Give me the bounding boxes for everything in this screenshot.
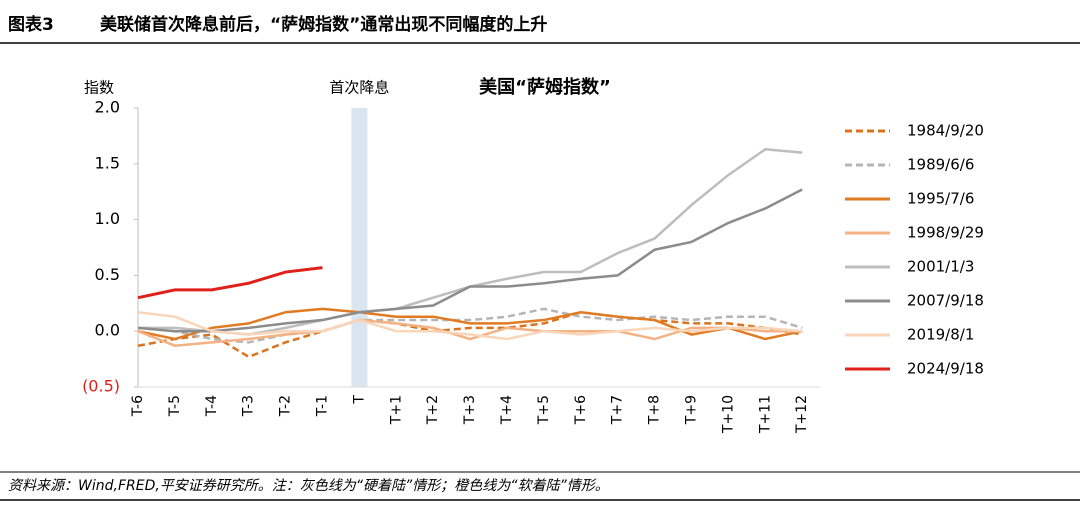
figure-label: 图表3 bbox=[8, 14, 54, 35]
series-line bbox=[137, 266, 323, 300]
x-tick-label: T-5 bbox=[167, 395, 183, 417]
x-tick-label: T bbox=[351, 395, 367, 405]
series-line bbox=[137, 188, 803, 333]
series-line bbox=[137, 307, 803, 344]
x-tick-label: T+10 bbox=[720, 395, 736, 434]
x-tick-label: T+12 bbox=[794, 395, 810, 434]
y-tick-label: 0.5 bbox=[95, 265, 120, 284]
y-tick-label: 1.0 bbox=[95, 209, 120, 228]
legend-label: 1984/9/20 bbox=[907, 122, 984, 140]
x-tick-label: T+2 bbox=[425, 395, 441, 425]
legend-label: 2007/9/18 bbox=[907, 292, 984, 310]
x-tick-label: T+11 bbox=[757, 395, 773, 434]
legend-label: 2001/1/3 bbox=[907, 258, 974, 276]
x-tick-label: T-2 bbox=[278, 395, 294, 417]
x-tick-label: T+6 bbox=[573, 395, 589, 425]
legend-label: 2019/8/1 bbox=[907, 326, 974, 344]
x-tick-label: T+3 bbox=[462, 395, 478, 425]
y-tick-label: 2.0 bbox=[95, 98, 120, 117]
y-axis-label: 指数 bbox=[84, 79, 114, 97]
figure-title: 美联储首次降息前后，“萨姆指数”通常出现不同幅度的上升 bbox=[100, 14, 547, 35]
x-tick-label: T+9 bbox=[684, 395, 700, 425]
x-tick-label: T+8 bbox=[647, 395, 663, 425]
x-tick-label: T-6 bbox=[130, 395, 146, 417]
series-line bbox=[138, 148, 803, 336]
legend-label: 2024/9/18 bbox=[907, 360, 984, 378]
x-tick-label: T+5 bbox=[536, 395, 552, 425]
event-band bbox=[351, 108, 368, 387]
footer-note: 资料来源：Wind,FRED,平安证券研究所。注：灰色线为“硬着陆”情形；橙色线… bbox=[8, 478, 609, 494]
x-tick-label: T+1 bbox=[388, 395, 404, 425]
series-line bbox=[137, 318, 803, 347]
y-tick-label: 1.5 bbox=[95, 153, 120, 172]
y-tick-label: 0.0 bbox=[95, 321, 120, 340]
x-tick-label: T-1 bbox=[315, 395, 331, 417]
y-tick-label: (0.5) bbox=[82, 377, 120, 396]
series-line bbox=[137, 310, 803, 359]
x-tick-label: T+4 bbox=[499, 395, 515, 425]
chart-title: 美国“萨姆指数” bbox=[479, 76, 611, 98]
legend-label: 1998/9/29 bbox=[907, 224, 984, 242]
series-line bbox=[137, 310, 803, 341]
x-tick-label: T-3 bbox=[241, 395, 257, 417]
legend-label: 1989/6/6 bbox=[907, 156, 974, 174]
x-tick-label: T+7 bbox=[610, 395, 626, 425]
x-tick-label: T-4 bbox=[204, 395, 220, 417]
series-line bbox=[137, 307, 803, 341]
legend-label: 1995/7/6 bbox=[907, 190, 974, 208]
event-label: 首次降息 bbox=[329, 79, 389, 97]
plot: 首次降息 (0.5) 0.0 0.5 1.0 1.5 2.0 T-6 T-5 T-4 T-3 T-2 T… bbox=[82, 79, 984, 435]
